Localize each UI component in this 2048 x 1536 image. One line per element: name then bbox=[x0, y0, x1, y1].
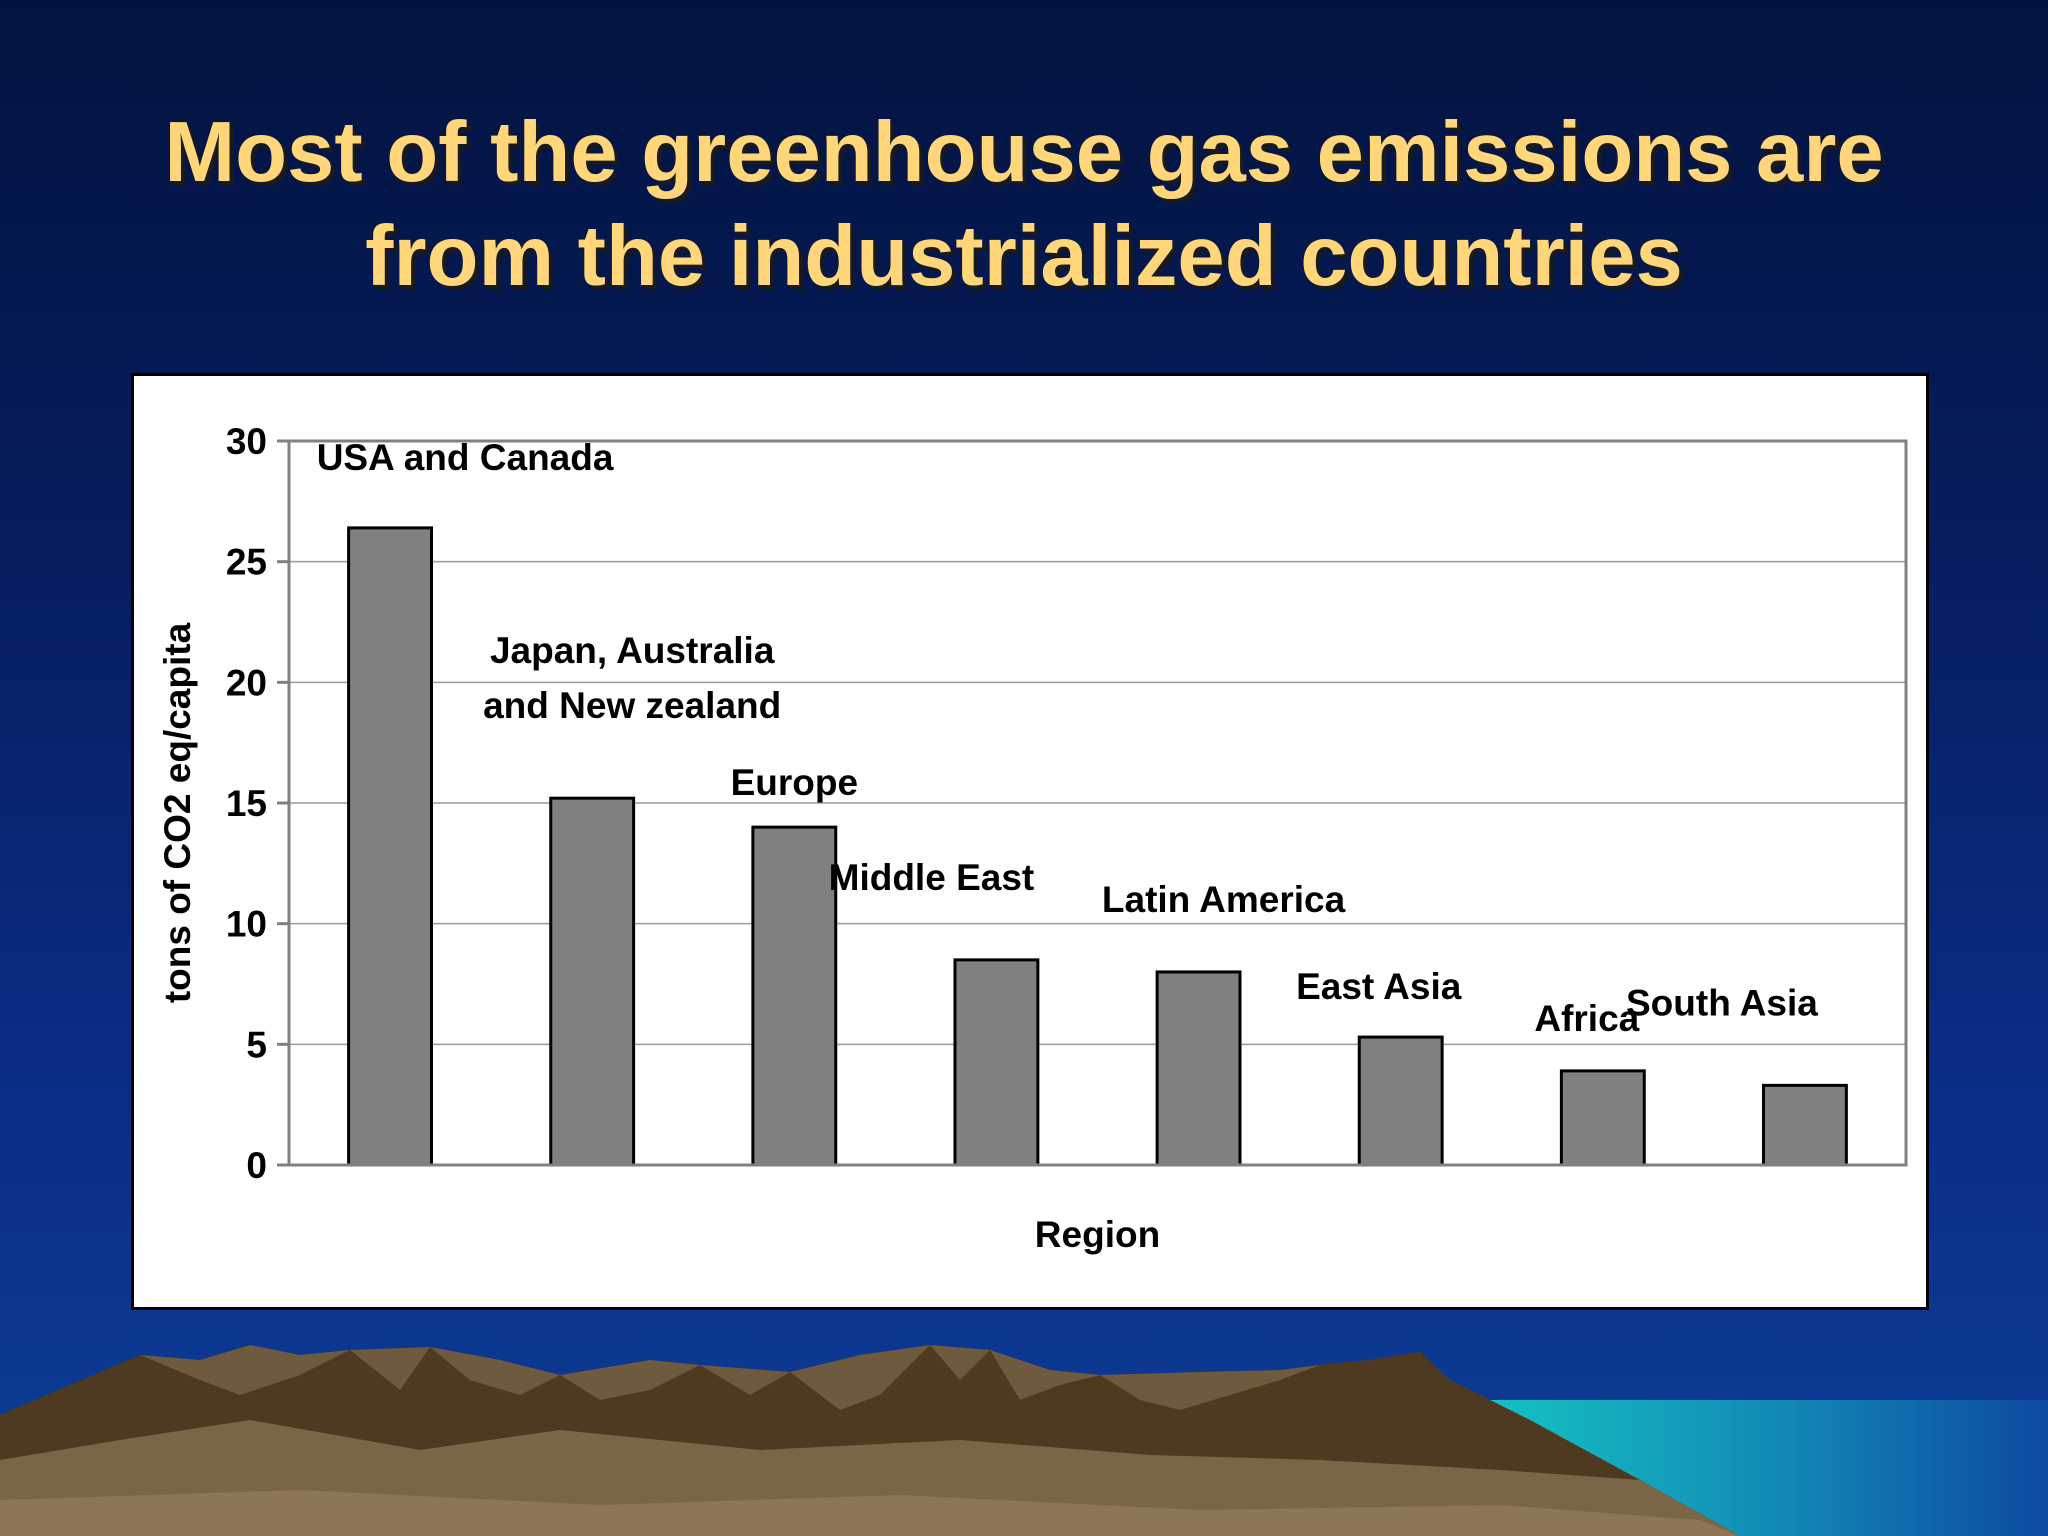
y-axis-title: tons of CO2 eq/capita bbox=[157, 622, 198, 1003]
slide-title-line-1: Most of the greenhouse gas emissions are bbox=[164, 105, 1884, 200]
y-tick-label: 20 bbox=[226, 662, 267, 703]
mountain-range bbox=[0, 1345, 1740, 1536]
bar bbox=[751, 825, 838, 1167]
category-label-line: Latin America bbox=[1102, 879, 1346, 920]
bars bbox=[347, 526, 1848, 1167]
category-label-line: Middle East bbox=[829, 857, 1035, 898]
y-tick-label: 30 bbox=[226, 421, 267, 462]
category-label-line: South Asia bbox=[1626, 982, 1818, 1023]
category-label-line: and New zealand bbox=[483, 685, 781, 726]
bar bbox=[549, 796, 636, 1167]
bar-chart: 0 5 10 15 20 25 30 USA and Canada Japan, Austra… bbox=[157, 421, 1908, 1255]
category-label: South Asia bbox=[1626, 982, 1818, 1023]
y-tick-label: 10 bbox=[226, 904, 267, 945]
bar bbox=[1559, 1069, 1646, 1167]
y-tick-label: 0 bbox=[246, 1145, 267, 1186]
category-label: East Asia bbox=[1296, 966, 1462, 1007]
category-label: Middle East bbox=[829, 857, 1035, 898]
axes: 0 5 10 15 20 25 30 bbox=[226, 421, 1908, 1186]
bar bbox=[1357, 1035, 1444, 1167]
category-label: Africa bbox=[1534, 998, 1639, 1039]
bar bbox=[1762, 1083, 1848, 1167]
bar bbox=[347, 526, 433, 1167]
category-labels: USA and Canada Japan, Australia and New ze… bbox=[317, 437, 1819, 1039]
bar bbox=[953, 958, 1040, 1167]
bar bbox=[1155, 970, 1242, 1167]
y-tick-label: 5 bbox=[246, 1024, 267, 1065]
x-axis-title: Region bbox=[1035, 1214, 1160, 1255]
y-tick-label: 15 bbox=[226, 783, 267, 824]
category-label: Europe bbox=[731, 762, 858, 803]
category-label-line: Japan, Australia bbox=[490, 630, 775, 671]
category-label-line: USA and Canada bbox=[317, 437, 614, 478]
category-label-line: Europe bbox=[731, 762, 858, 803]
slide-title-line-2: from the industrialized countries bbox=[365, 209, 1683, 304]
category-label-line: Africa bbox=[1534, 998, 1639, 1039]
y-tick-label: 25 bbox=[226, 542, 267, 583]
category-label: Japan, Australia and New zealand bbox=[483, 630, 781, 726]
chart-panel: 0 5 10 15 20 25 30 USA and Canada Japan, Austra… bbox=[131, 373, 1929, 1310]
category-label: USA and Canada bbox=[317, 437, 614, 478]
category-label-line: East Asia bbox=[1296, 966, 1462, 1007]
category-label: Latin America bbox=[1102, 879, 1346, 920]
